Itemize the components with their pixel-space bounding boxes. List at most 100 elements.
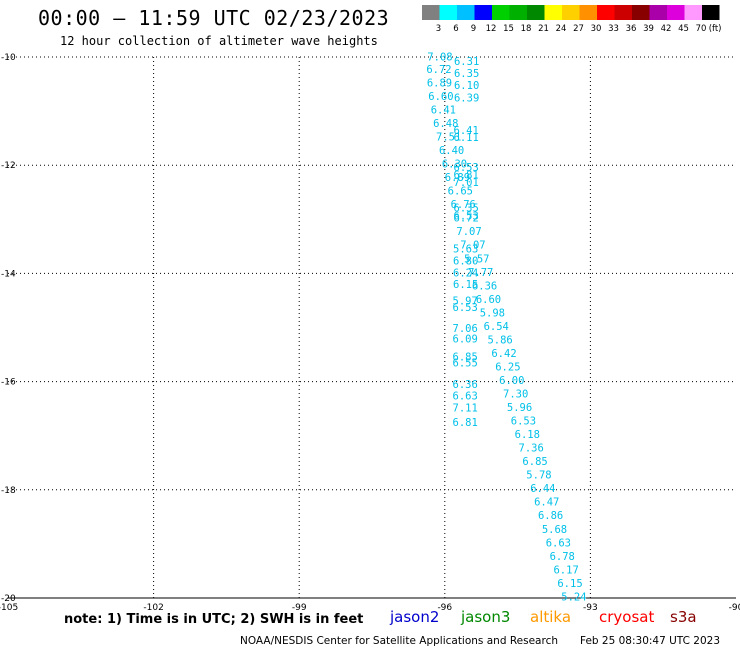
wave-height-label: 6.89: [427, 77, 452, 89]
wave-height-label: 6.89: [445, 172, 470, 184]
y-tick-label: -16: [1, 378, 16, 388]
y-tick-label: -18: [1, 486, 16, 496]
wave-height-label: 5.68: [542, 524, 567, 536]
wave-height-label: 6.24: [453, 267, 478, 279]
legend-swatch: [667, 5, 685, 20]
legend-label: 21: [538, 24, 549, 34]
legend-unit: (ft): [709, 24, 722, 34]
legend-label: 36: [626, 24, 637, 34]
footnote: note: 1) Time is in UTC; 2) SWH is in fe…: [64, 612, 364, 627]
wave-height-label: 6.41: [454, 125, 479, 137]
legend-swatch: [562, 5, 580, 20]
wave-height-label: 6.47: [534, 497, 559, 509]
wave-height-label: 6.40: [439, 145, 464, 157]
wave-height-label: 5.57: [464, 253, 489, 265]
wave-height-label: 6.00: [499, 375, 524, 387]
satellite-label-jason3: jason3: [461, 608, 511, 626]
wave-height-label: 5.96: [507, 402, 532, 414]
wave-height-label: 7.01: [454, 177, 479, 189]
y-tick-label: -14: [1, 269, 16, 279]
wave-height-label: 6.42: [491, 348, 516, 360]
wave-height-label: 6.15: [557, 578, 582, 590]
wave-height-label: 6.35: [454, 68, 479, 80]
wave-height-label: 5.98: [480, 307, 505, 319]
x-tick-label: -102: [143, 603, 163, 613]
wave-height-label: 5.86: [487, 334, 512, 346]
legend-label: 42: [661, 24, 672, 34]
legend-swatch: [597, 5, 615, 20]
satellite-label-cryosat: cryosat: [599, 608, 655, 626]
wave-height-label: 6.15: [453, 279, 478, 291]
wave-height-label: 7.51: [436, 132, 461, 144]
legend-swatch: [684, 5, 702, 20]
wave-height-label: 6.30: [442, 159, 467, 171]
legend-label: 15: [503, 24, 514, 34]
legend-swatch: [422, 5, 440, 20]
wave-height-label: 6.86: [538, 510, 563, 522]
wave-height-label: 6.81: [453, 417, 478, 429]
x-tick-label: -105: [0, 603, 18, 613]
y-tick-label: -12: [1, 161, 16, 171]
legend-label: 12: [486, 24, 497, 34]
wave-height-label: 6.25: [495, 361, 520, 373]
wave-height-label: 7.07: [460, 240, 485, 252]
legend-label: 27: [573, 24, 584, 34]
legend-swatch: [509, 5, 527, 20]
generated-date: Feb 25 08:30:47 UTC 2023: [580, 635, 720, 647]
legend-swatch: [439, 5, 457, 20]
x-tick-label: -99: [292, 603, 307, 613]
legend-label: 9: [471, 24, 476, 34]
wave-height-label: 6.53: [453, 302, 478, 314]
wave-height-label: 6.53: [454, 162, 479, 174]
wave-height-label: 6.60: [428, 91, 453, 103]
satellite-label-altika: altika: [530, 608, 572, 626]
legend-label: 6: [453, 24, 458, 34]
wave-height-label: 5.24: [561, 591, 586, 603]
wave-height-label: 6.72: [426, 64, 451, 76]
wave-height-label: 6.41: [431, 104, 456, 116]
wave-height-label: 6.54: [484, 321, 509, 333]
wave-height-label: 6.53: [454, 211, 479, 223]
wave-height-label: 6.85: [522, 456, 547, 468]
wave-height-label: 7.77: [468, 267, 493, 279]
wave-height-label: 7.06: [453, 323, 478, 335]
wave-height-label: 6.60: [476, 294, 501, 306]
wave-height-label: 6.18: [515, 429, 540, 441]
wave-height-label: 7.30: [503, 389, 528, 401]
wave-height-label: 7.11: [453, 403, 478, 415]
wave-height-label: 6.76: [451, 199, 476, 211]
legend-label: 33: [608, 24, 619, 34]
wave-height-label: 6.55: [453, 358, 478, 370]
wave-height-label: 6.85: [453, 352, 478, 364]
wave-height-label: 6.63: [546, 537, 571, 549]
credit-line: NOAA/NESDIS Center for Satellite Applica…: [240, 635, 558, 647]
legend-label: 70: [696, 24, 707, 34]
legend-label: 39: [643, 24, 654, 34]
wave-height-label: 6.31: [454, 56, 479, 68]
wave-height-label: 6.17: [553, 564, 578, 576]
wave-height-label: 6.35: [454, 202, 479, 214]
wave-height-label: 6.09: [453, 333, 478, 345]
wave-height-label: 6.36: [472, 280, 497, 292]
legend-swatch: [702, 5, 720, 20]
legend-swatch: [579, 5, 597, 20]
legend-swatch: [614, 5, 632, 20]
legend-swatch: [474, 5, 492, 20]
wave-height-label: 6.10: [454, 80, 479, 92]
wave-height-label: 6.39: [454, 93, 479, 105]
legend-swatch: [527, 5, 545, 20]
x-tick-label: -93: [583, 603, 598, 613]
wave-height-label: 6.48: [433, 118, 458, 130]
legend-swatch: [649, 5, 667, 20]
wave-height-label: 7.08: [427, 51, 452, 63]
wave-height-label: 6.53: [511, 416, 536, 428]
y-tick-label: -10: [1, 53, 16, 63]
satellite-label-jason2: jason2: [390, 608, 440, 626]
map-subtitle: 12 hour collection of altimeter wave hei…: [60, 34, 378, 48]
legend-label: 3: [436, 24, 441, 34]
wave-height-label: 7.36: [519, 443, 544, 455]
wave-height-label: 6.63: [453, 391, 478, 403]
wave-height-label: 6.80: [453, 255, 478, 267]
wave-height-label: 6.44: [530, 483, 555, 495]
